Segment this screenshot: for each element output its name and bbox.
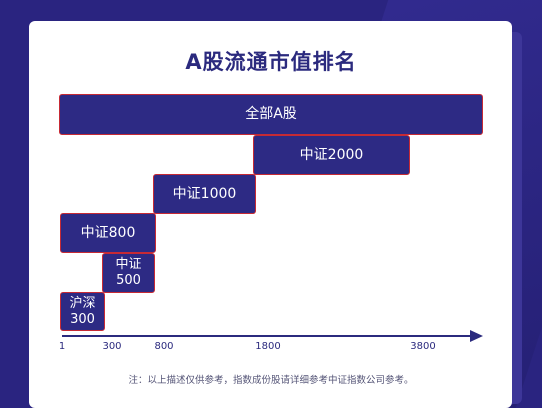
bar-csi-500: 中证 500 [102,253,155,293]
bar-label: 中证1000 [172,185,237,202]
axis-tick-label: 1 [58,341,66,352]
axis-tick-label: 3800 [410,341,436,352]
bar-label-line1: 中证 [115,257,142,273]
bar-label-line2: 500 [116,273,141,288]
bar-csi-800: 中证800 [60,213,156,253]
bar-csi-300: 沪深 300 [60,292,105,331]
bar-csi-2000: 中证2000 [253,135,410,175]
x-axis-arrow-icon [470,330,483,342]
bar-label-line2: 300 [70,311,95,327]
bar-label: 中证2000 [299,146,364,163]
bar-label-line1: 沪深 [69,295,96,311]
bar-label: 中证800 [80,224,136,241]
axis-tick-label: 800 [154,341,174,352]
bar-all-a-shares: 全部A股 [59,94,483,135]
bar-csi-1000: 中证1000 [153,174,256,214]
footnote: 注：以上描述仅供参考，指数成份股请详细参考中证指数公司参考。 [128,375,414,386]
bar-label: 全部A股 [245,106,297,123]
x-axis-line [62,335,472,337]
diagram-title: A股流通市值排名 [185,50,357,74]
axis-tick-label: 300 [102,341,122,352]
axis-tick-label: 1800 [255,341,281,352]
